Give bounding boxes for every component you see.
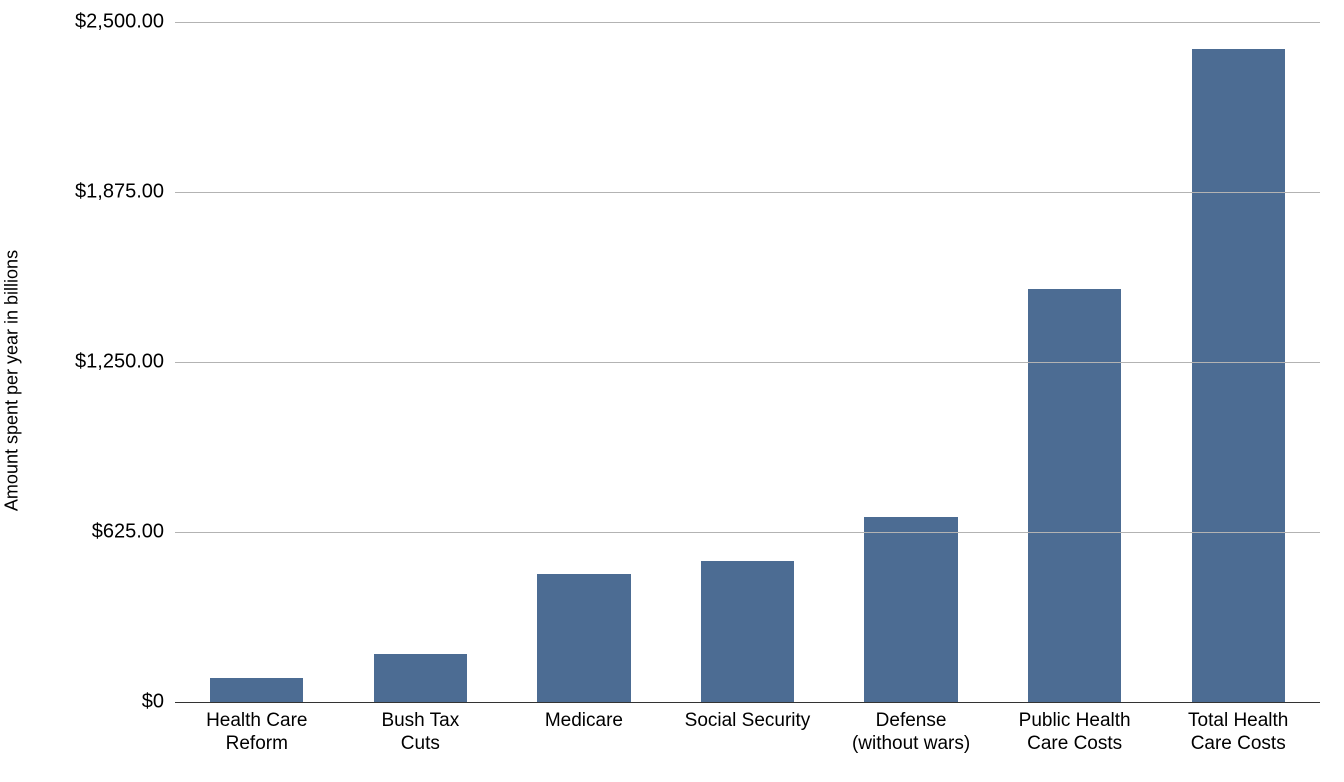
bar	[537, 574, 630, 702]
x-axis-labels: Health CareReformBush TaxCutsMedicareSoc…	[175, 710, 1320, 770]
y-tick-label: $1,250.00	[75, 351, 164, 374]
bar	[864, 517, 957, 702]
y-tick-label: $2,500.00	[75, 11, 164, 34]
bar	[210, 678, 303, 702]
y-tick-label: $0	[142, 691, 164, 714]
bar	[1192, 49, 1285, 702]
y-tick-label: $1,875.00	[75, 181, 164, 204]
x-tick-label: Health CareReform	[175, 710, 339, 756]
x-tick-label: Public HealthCare Costs	[993, 710, 1157, 756]
gridline	[175, 362, 1320, 363]
x-tick-label: Bush TaxCuts	[339, 710, 503, 756]
gridline	[175, 22, 1320, 23]
bar	[701, 561, 794, 702]
gridline	[175, 532, 1320, 533]
x-tick-label: Social Security	[666, 710, 830, 733]
plot-area	[175, 22, 1320, 702]
x-tick-label: Total HealthCare Costs	[1156, 710, 1320, 756]
bar	[1028, 289, 1121, 702]
bar	[374, 654, 467, 702]
chart-container: Amount spent per year in billions Health…	[0, 0, 1344, 782]
gridline	[175, 702, 1320, 703]
y-axis-label: Amount spent per year in billions	[2, 250, 23, 511]
x-tick-label: Defense(without wars)	[829, 710, 993, 756]
gridline	[175, 192, 1320, 193]
y-tick-label: $625.00	[92, 521, 164, 544]
x-tick-label: Medicare	[502, 710, 666, 733]
